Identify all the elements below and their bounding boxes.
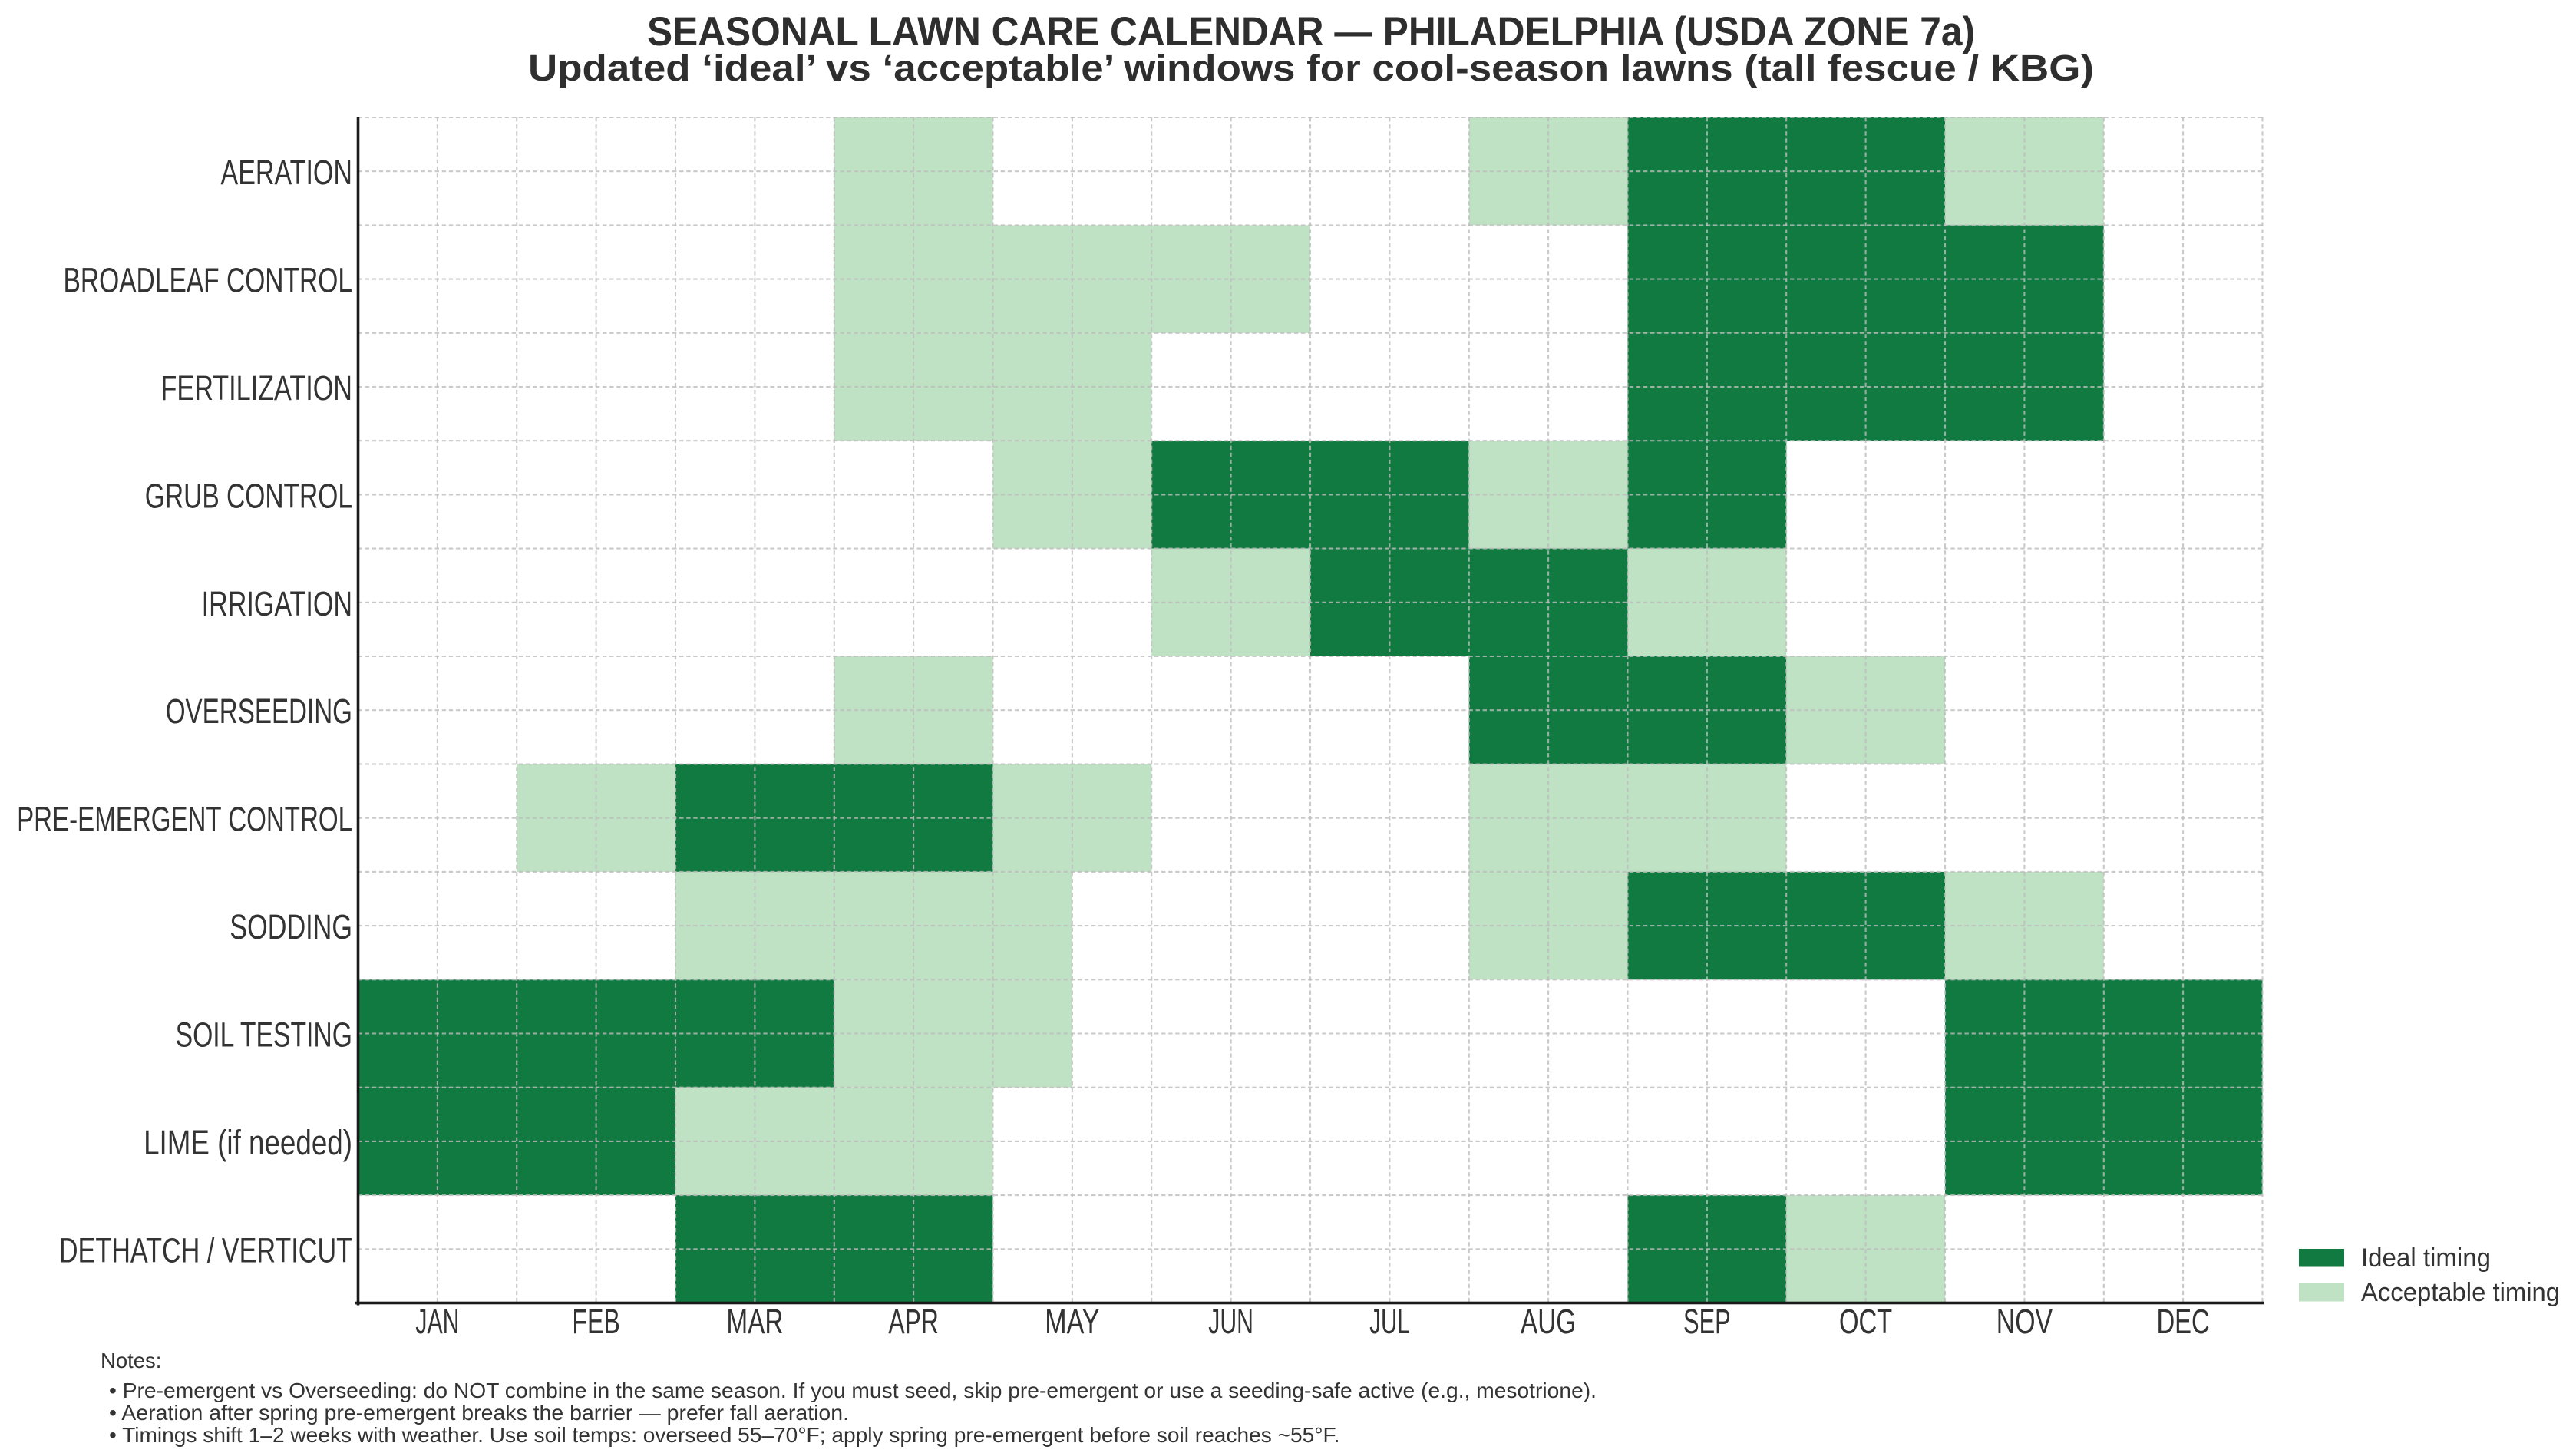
- svg-text:BROADLEAF CONTROL: BROADLEAF CONTROL: [64, 261, 353, 300]
- svg-text:JUN: JUN: [1208, 1302, 1253, 1341]
- svg-text:MAR: MAR: [726, 1302, 783, 1341]
- svg-text:AERATION: AERATION: [221, 153, 353, 192]
- svg-text:MAY: MAY: [1045, 1302, 1099, 1341]
- svg-text:IRRIGATION: IRRIGATION: [202, 584, 352, 623]
- svg-text:APR: APR: [888, 1302, 938, 1341]
- svg-text:OVERSEEDING: OVERSEEDING: [166, 692, 352, 731]
- svg-text:Notes:: Notes:: [101, 1349, 161, 1372]
- svg-text:SODDING: SODDING: [230, 907, 352, 946]
- svg-text:DETHATCH / VERTICUT: DETHATCH / VERTICUT: [59, 1230, 352, 1270]
- svg-text:AUG: AUG: [1521, 1302, 1576, 1341]
- svg-text:SEP: SEP: [1683, 1302, 1731, 1341]
- svg-text:• Pre-emergent vs Overseeding:: • Pre-emergent vs Overseeding: do NOT co…: [109, 1379, 1597, 1402]
- svg-text:PRE-EMERGENT CONTROL: PRE-EMERGENT CONTROL: [17, 800, 352, 839]
- svg-text:GRUB CONTROL: GRUB CONTROL: [145, 476, 352, 515]
- svg-text:• Timings shift 1–2 weeks with: • Timings shift 1–2 weeks with weather. …: [109, 1423, 1339, 1447]
- svg-text:Ideal timing: Ideal timing: [2361, 1243, 2491, 1273]
- svg-text:FERTILIZATION: FERTILIZATION: [161, 368, 353, 408]
- svg-text:FEB: FEB: [572, 1302, 620, 1341]
- svg-text:Updated ‘ideal’ vs ‘acceptable: Updated ‘ideal’ vs ‘acceptable’ windows …: [528, 48, 2094, 89]
- svg-text:Acceptable timing: Acceptable timing: [2361, 1278, 2560, 1307]
- svg-text:LIME (if needed): LIME (if needed): [144, 1123, 352, 1162]
- svg-text:JAN: JAN: [415, 1302, 459, 1341]
- svg-text:DEC: DEC: [2156, 1302, 2209, 1341]
- svg-text:• Aeration after spring pre-em: • Aeration after spring pre-emergent bre…: [109, 1401, 849, 1425]
- svg-text:SEASONAL LAWN CARE CALENDAR —: SEASONAL LAWN CARE CALENDAR — PHILADELPH…: [647, 9, 1975, 54]
- svg-text:JUL: JUL: [1369, 1302, 1409, 1341]
- svg-text:OCT: OCT: [1839, 1302, 1892, 1341]
- svg-text:NOV: NOV: [1996, 1302, 2053, 1341]
- svg-text:SOIL TESTING: SOIL TESTING: [176, 1015, 352, 1055]
